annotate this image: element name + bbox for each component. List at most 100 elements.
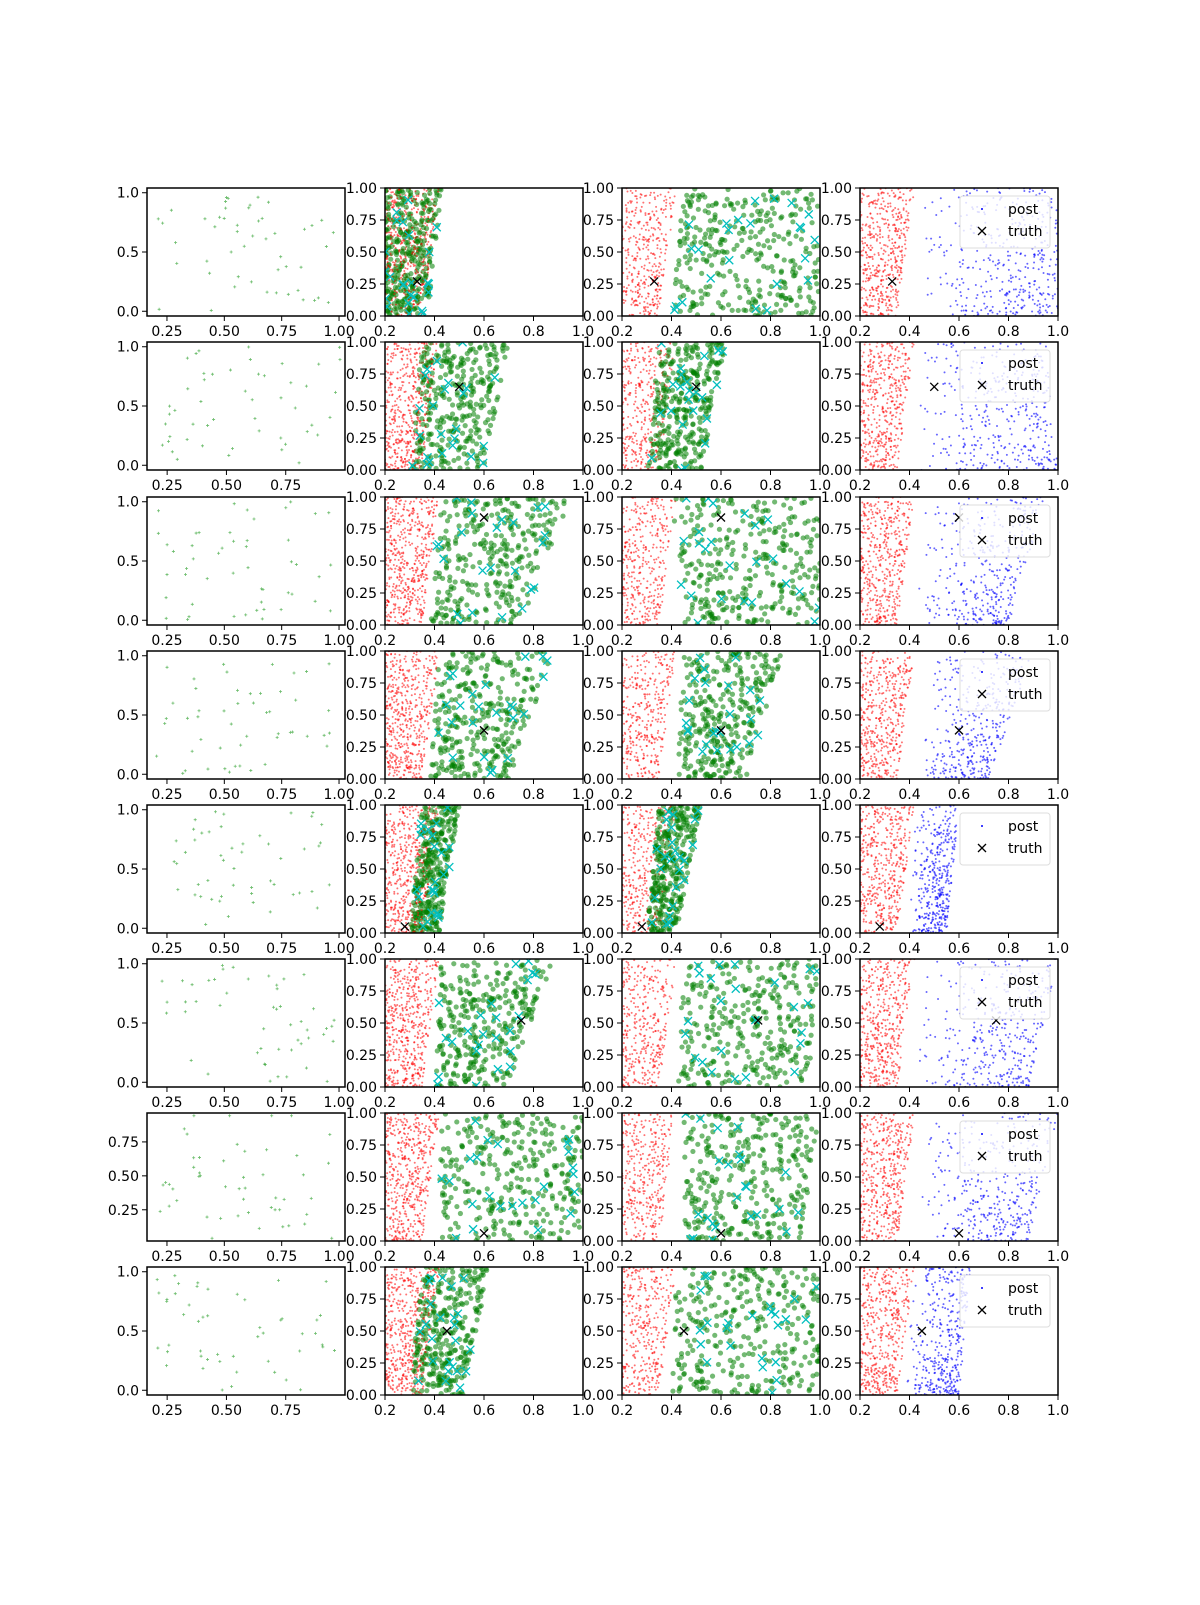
posterior-point-blue [1037, 423, 1039, 425]
posterior-point-red [649, 369, 651, 371]
posterior-point-green [794, 234, 799, 239]
x-tick-label: 0.2 [374, 324, 396, 340]
posterior-point-red [646, 454, 648, 456]
posterior-point-red [896, 294, 898, 296]
posterior-point-blue [926, 411, 928, 413]
posterior-point-blue [946, 282, 948, 284]
posterior-point-red [900, 375, 902, 377]
posterior-point-red [403, 259, 405, 261]
posterior-point-red [631, 255, 633, 257]
posterior-point-red [387, 261, 389, 263]
posterior-point-red [386, 348, 388, 350]
posterior-point-blue [971, 418, 973, 420]
posterior-point-blue [977, 467, 979, 469]
posterior-point-red [893, 369, 895, 371]
posterior-point-green [648, 437, 653, 442]
posterior-point-red [669, 202, 671, 204]
posterior-point-blue [1026, 263, 1028, 265]
posterior-point-blue [1029, 418, 1031, 420]
posterior-point-red [884, 205, 886, 207]
posterior-point-red [883, 200, 885, 202]
posterior-point-red [874, 418, 876, 420]
posterior-point-red [870, 272, 872, 274]
posterior-point-red [869, 225, 871, 227]
posterior-point-blue [992, 434, 994, 436]
posterior-point-green [664, 463, 669, 468]
posterior-point-red [861, 419, 863, 421]
posterior-point-green [806, 201, 811, 206]
posterior-point-blue [989, 423, 991, 425]
posterior-point-red [400, 389, 402, 391]
posterior-point-green [487, 362, 492, 367]
posterior-point-red [426, 407, 428, 409]
posterior-point-red [626, 360, 628, 362]
posterior-point-blue [1018, 294, 1020, 296]
posterior-point-blue [1010, 311, 1012, 313]
posterior-point-blue [946, 451, 948, 453]
posterior-point-green [439, 437, 444, 442]
posterior-point-green [761, 264, 766, 269]
posterior-point-red [634, 452, 636, 454]
posterior-point-red [666, 244, 668, 246]
posterior-point-red [642, 358, 644, 360]
posterior-point-red [635, 433, 637, 435]
posterior-point-green [717, 220, 722, 225]
posterior-point-red [395, 260, 397, 262]
posterior-point-red [865, 225, 867, 227]
posterior-point-red [895, 382, 897, 384]
posterior-point-red [410, 219, 412, 221]
posterior-point-red [404, 465, 406, 467]
posterior-point-blue [1028, 458, 1030, 460]
posterior-point-green [666, 347, 671, 352]
x-tick-label: 0.75 [270, 478, 301, 494]
posterior-point-red [408, 289, 410, 291]
posterior-point-blue [1036, 304, 1038, 306]
posterior-point-blue [1038, 268, 1040, 270]
posterior-point-red [647, 456, 649, 458]
posterior-point-red [639, 221, 641, 223]
posterior-point-red [882, 299, 884, 301]
posterior-point-green [408, 190, 413, 195]
posterior-point-red [665, 249, 667, 251]
posterior-point-blue [984, 307, 986, 309]
posterior-point-red [904, 236, 906, 238]
posterior-point-red [888, 454, 890, 456]
posterior-point-red [626, 349, 628, 351]
posterior-point-green [760, 226, 765, 231]
posterior-point-red [642, 248, 644, 250]
posterior-point-green [386, 206, 391, 211]
posterior-point-blue [997, 452, 999, 454]
posterior-point-red [406, 464, 408, 466]
posterior-point-green [737, 231, 742, 236]
posterior-point-red [643, 436, 645, 438]
y-tick-label: 0.00 [346, 463, 377, 479]
prior-point [237, 275, 240, 278]
x-tick-label: 1.0 [1047, 324, 1069, 340]
posterior-point-blue [996, 425, 998, 427]
posterior-point-red [891, 363, 893, 365]
posterior-point-green [664, 440, 669, 445]
posterior-point-red [630, 202, 632, 204]
y-tick-label: 0.50 [346, 399, 377, 415]
posterior-point-green [776, 234, 781, 239]
posterior-point-blue [933, 244, 935, 246]
posterior-point-green [713, 201, 718, 206]
posterior-point-green [501, 342, 506, 347]
posterior-point-green [747, 247, 752, 252]
posterior-point-red [874, 393, 876, 395]
posterior-point-blue [1041, 463, 1043, 465]
prior-point [317, 363, 320, 366]
posterior-point-red [876, 266, 878, 268]
posterior-point-red [880, 440, 882, 442]
posterior-point-red [400, 440, 402, 442]
posterior-point-red [890, 432, 892, 434]
posterior-point-green [699, 405, 704, 410]
posterior-point-blue [976, 408, 978, 410]
posterior-point-red [410, 359, 412, 361]
posterior-point-blue [974, 444, 976, 446]
posterior-point-red [659, 284, 661, 286]
posterior-point-red [870, 217, 872, 219]
y-tick-label: 1.00 [583, 335, 614, 351]
posterior-point-red [398, 189, 400, 191]
posterior-point-red [641, 381, 643, 383]
